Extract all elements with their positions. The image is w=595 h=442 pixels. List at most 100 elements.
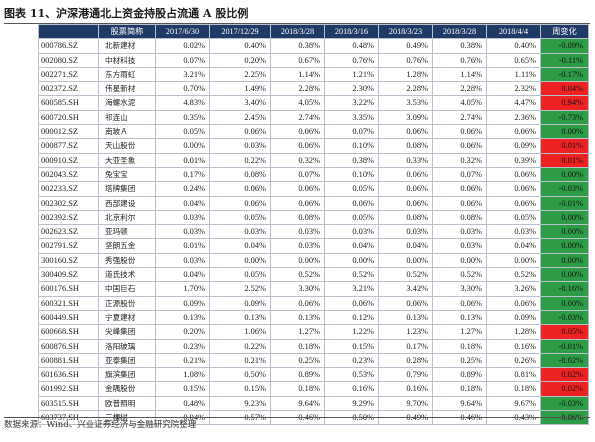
holding-ratio-cell: 0.06% xyxy=(432,295,487,311)
weekly-change-cell: 0.00% xyxy=(540,267,589,283)
stock-code-cell: 300409.SZ xyxy=(38,267,99,283)
holding-ratio-cell: 0.81% xyxy=(486,367,541,383)
holding-ratio-cell: 0.06% xyxy=(486,166,541,183)
stock-code-cell: 600176.SH xyxy=(38,281,99,297)
holding-ratio-cell: 3.22% xyxy=(324,95,379,111)
weekly-change-cell: 0.00% xyxy=(540,209,589,226)
holding-ratio-cell: 2.52% xyxy=(209,281,271,297)
weekly-change-cell: 0.00% xyxy=(540,124,589,140)
holding-ratio-cell: 0.06% xyxy=(270,181,325,197)
stock-name-cell: 祁连山 xyxy=(98,109,156,126)
holding-ratio-cell: 0.48% xyxy=(155,395,210,412)
holding-ratio-cell: 2.74% xyxy=(432,109,487,126)
holding-ratio-cell: 0.06% xyxy=(209,124,271,140)
table-row: 002392.SZ 北京利尔 0.03% 0.05% 0.08% 0.05% 0.08% 0.… xyxy=(38,209,589,226)
holding-ratio-cell: 0.13% xyxy=(155,309,210,326)
holding-ratio-cell: 0.05% xyxy=(209,209,271,226)
holding-ratio-cell: 0.00% xyxy=(486,252,541,269)
holding-ratio-cell: 0.05% xyxy=(324,209,379,226)
holding-ratio-cell: 0.09% xyxy=(486,309,541,326)
header-name: 股票简称 xyxy=(98,23,156,40)
weekly-change-cell: 0.00% xyxy=(540,238,589,254)
holding-ratio-cell: 0.33% xyxy=(378,152,433,168)
holding-ratio-cell: 3.40% xyxy=(209,95,271,111)
stock-name-cell: 海螺水泥 xyxy=(98,95,156,111)
header-weekly-change: 周变化 xyxy=(540,23,589,40)
holding-ratio-cell: 0.10% xyxy=(324,166,379,183)
stock-name-cell: 西部建设 xyxy=(98,195,156,211)
holding-ratio-cell: 4.05% xyxy=(270,95,325,111)
holding-ratio-cell: 0.04% xyxy=(486,238,541,254)
stock-name-cell: 旗滨集团 xyxy=(98,367,156,383)
weekly-change-cell: -0.01% xyxy=(540,338,589,354)
holding-ratio-cell: 0.07% xyxy=(324,124,379,140)
holding-ratio-cell: 0.00% xyxy=(209,252,271,269)
table-row: 002302.SZ 西部建设 0.04% 0.06% 0.06% 0.06% 0.06% 0.… xyxy=(38,195,589,211)
table-row: 603515.SH 欧普照明 0.48% 9.23% 9.64% 9.29% 9.70% 9.… xyxy=(38,395,589,412)
stock-code-cell: 002623.SZ xyxy=(38,224,99,240)
stock-name-cell: 南玻Ａ xyxy=(98,124,156,140)
header-date: 2018/3/16 xyxy=(324,23,379,40)
holding-ratio-cell: 0.28% xyxy=(378,352,433,369)
holding-ratio-cell: 0.06% xyxy=(486,295,541,311)
stock-code-cell: 300160.SZ xyxy=(38,252,99,269)
holding-ratio-cell: 0.76% xyxy=(432,52,487,68)
holding-ratio-cell: 9.64% xyxy=(270,395,325,412)
stock-name-cell: 东方雨虹 xyxy=(98,66,156,83)
holding-ratio-cell: 2.32% xyxy=(486,81,541,97)
table-row: 300409.SZ 道氏技术 0.04% 0.05% 0.52% 0.52% 0.52% 0.… xyxy=(38,267,589,283)
holding-ratio-cell: 0.05% xyxy=(324,181,379,197)
holding-ratio-cell: 0.05% xyxy=(155,124,210,140)
stock-code-cell: 002302.SZ xyxy=(38,195,99,211)
weekly-change-cell: -0.01% xyxy=(540,195,589,211)
weekly-change-cell: -0.16% xyxy=(540,281,589,297)
table-row: 600449.SH 宁夏建材 0.13% 0.13% 0.13% 0.12% 0.13% 0.… xyxy=(38,309,589,326)
holdings-table: 股票简称 2017/6/30 2017/12/29 2018/3/28 2018… xyxy=(38,23,589,426)
table-row: 601992.SH 金隅股份 0.15% 0.15% 0.18% 0.16% 0.16% 0.… xyxy=(38,381,589,397)
holding-ratio-cell: 0.06% xyxy=(270,124,325,140)
holding-ratio-cell: 0.06% xyxy=(378,166,433,183)
header-date: 2018/3/23 xyxy=(378,23,433,40)
holding-ratio-cell: 0.06% xyxy=(324,195,379,211)
stock-code-cell: 000012.SZ xyxy=(38,124,99,140)
holding-ratio-cell: 9.64% xyxy=(432,395,487,412)
holding-ratio-cell: 3.35% xyxy=(324,109,379,126)
header-code xyxy=(38,23,99,40)
holding-ratio-cell: 3.53% xyxy=(378,95,433,111)
stock-code-cell: 600720.SH xyxy=(38,109,99,126)
holding-ratio-cell: 1.14% xyxy=(432,66,487,83)
holding-ratio-cell: 0.03% xyxy=(209,224,271,240)
holding-ratio-cell: 1.11% xyxy=(486,66,541,83)
header-date: 2017/6/30 xyxy=(155,23,210,40)
holding-ratio-cell: 0.08% xyxy=(209,166,271,183)
holding-ratio-cell: 0.04% xyxy=(155,195,210,211)
holding-ratio-cell: 0.03% xyxy=(378,224,433,240)
stock-name-cell: 欧普照明 xyxy=(98,395,156,412)
holding-ratio-cell: 0.25% xyxy=(270,352,325,369)
table-row: 600881.SH 亚泰集团 0.21% 0.21% 0.25% 0.23% 0.28% 0.… xyxy=(38,352,589,369)
holding-ratio-cell: 0.35% xyxy=(155,109,210,126)
holding-ratio-cell: 0.52% xyxy=(270,267,325,283)
holding-ratio-cell: 3.21% xyxy=(155,66,210,83)
holding-ratio-cell: 0.03% xyxy=(486,224,541,240)
holding-ratio-cell: 0.50% xyxy=(209,367,271,383)
holding-ratio-cell: 9.29% xyxy=(324,395,379,412)
table-body: 000786.SZ 北新建材 0.02% 0.40% 0.38% 0.48% 0.49% 0.… xyxy=(38,38,589,426)
holding-ratio-cell: 0.09% xyxy=(486,138,541,154)
stock-name-cell: 秀强股份 xyxy=(98,252,156,269)
weekly-change-cell: -0.09% xyxy=(540,38,589,54)
holding-ratio-cell: 0.24% xyxy=(155,181,210,197)
holding-ratio-cell: 0.01% xyxy=(155,238,210,254)
stock-code-cell: 600321.SH xyxy=(38,295,99,311)
stock-name-cell: 洛阳玻璃 xyxy=(98,338,156,354)
stock-code-cell: 002271.SZ xyxy=(38,66,99,83)
holding-ratio-cell: 0.05% xyxy=(209,267,271,283)
holding-ratio-cell: 0.21% xyxy=(155,352,210,369)
holding-ratio-cell: 0.12% xyxy=(324,309,379,326)
stock-code-cell: 002233.SZ xyxy=(38,181,99,197)
stock-name-cell: 天山股份 xyxy=(98,138,156,154)
holding-ratio-cell: 0.06% xyxy=(432,124,487,140)
holding-ratio-cell: 0.76% xyxy=(378,52,433,68)
weekly-change-cell: 0.00% xyxy=(540,252,589,269)
holding-ratio-cell: 0.03% xyxy=(432,224,487,240)
